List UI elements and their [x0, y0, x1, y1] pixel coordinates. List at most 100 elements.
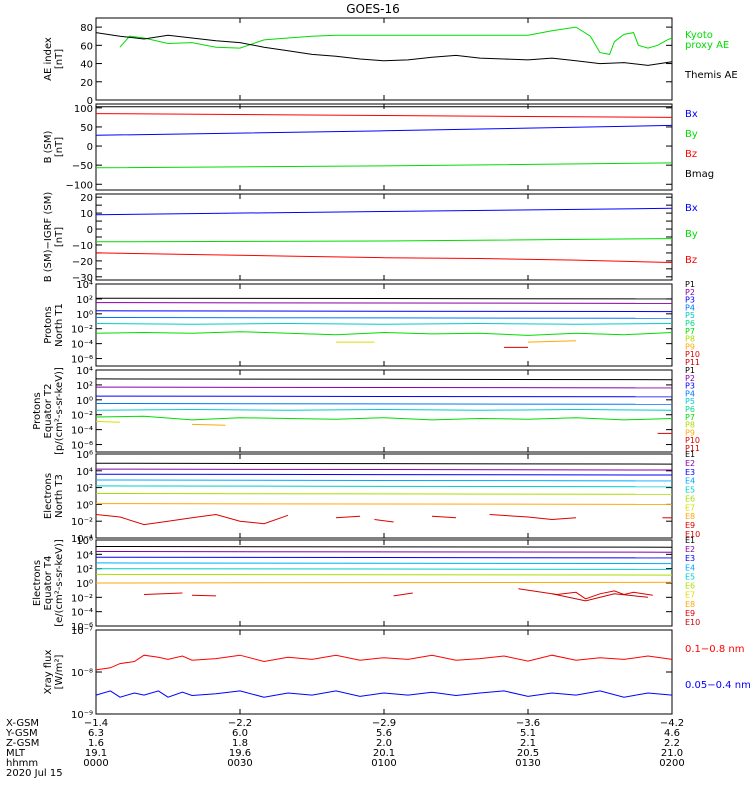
panel-frame [95, 17, 673, 101]
y-tick-label: 0 [87, 96, 93, 107]
legend-entry: E3 [685, 468, 695, 477]
y-tick-label: 10⁻⁸ [71, 668, 93, 679]
series-bz [95, 113, 673, 118]
ephemeris-value: 2.1 [520, 738, 536, 749]
ephemeris-value: 5.6 [376, 728, 392, 739]
legend-entry: P8 [685, 335, 695, 344]
y-tick-label: 10⁻⁶ [71, 441, 93, 452]
y-tick-label: 10⁻⁴ [71, 426, 93, 437]
series-e1 [95, 462, 673, 465]
series-e9e [489, 514, 577, 521]
series-e4 [95, 562, 673, 565]
series-p3 [95, 310, 673, 313]
legend-entry: Themis AE [684, 70, 738, 81]
y-tick-label: 10⁻² [71, 325, 93, 336]
legend-entry: E6 [685, 494, 695, 503]
y-tick-label: 10⁻⁷ [71, 626, 93, 637]
y-axis-label: Protons [43, 306, 54, 343]
y-tick-label: −30 [72, 273, 93, 284]
y-tick-label: 10⁻² [71, 411, 93, 422]
series-e5 [95, 568, 673, 570]
series-p1 [95, 378, 673, 381]
legend-entry: P5 [685, 311, 695, 320]
y-tick-label: 10⁻⁹ [71, 710, 93, 721]
series-e3 [95, 473, 673, 476]
y-axis-label: B (SM)−IGRF (SM) [43, 192, 54, 283]
y-tick-label: −10 [72, 241, 93, 252]
legend-entry: P2 [685, 374, 695, 383]
series-bx [95, 207, 673, 216]
ephemeris-value: 0130 [515, 758, 541, 769]
y-axis-label: Equator T2 [43, 384, 54, 439]
legend-entry: proxy AE [685, 40, 729, 51]
legend-entry: E2 [685, 459, 695, 468]
y-tick-label: 10⁻² [71, 517, 93, 528]
panel-frame [95, 193, 673, 281]
series-p4 [95, 317, 673, 319]
y-tick-label: 20 [80, 193, 93, 204]
y-tick-label: −100 [66, 180, 93, 191]
legend-entry: 0.1−0.8 nm [685, 644, 744, 655]
y-tick-label: 10⁰ [76, 500, 93, 511]
y-tick-label: 10⁰ [76, 579, 93, 590]
ephemeris-value: −3.6 [515, 718, 541, 729]
y-axis-label: North T1 [54, 303, 65, 347]
panel-frame [95, 629, 673, 715]
series-p2 [95, 302, 673, 304]
legend-entry: P5 [685, 397, 695, 406]
y-tick-label: 10⁻⁴ [71, 608, 93, 619]
panel-frame [95, 453, 673, 539]
ephemeris-value: 4.6 [664, 728, 680, 739]
y-tick-label: 10 [80, 209, 93, 220]
series-p9 [191, 423, 226, 426]
legend-entry: P10 [685, 350, 700, 359]
legend-entry: Bx [685, 109, 698, 120]
y-tick-label: 10⁻⁶ [71, 355, 93, 366]
y-axis-label: [p/(cm²-s-sr-keV)] [54, 367, 65, 455]
series-by [95, 162, 673, 169]
series-e9d [431, 515, 457, 519]
legend-entry: P9 [685, 342, 695, 351]
ephemeris-value: 0030 [227, 758, 253, 769]
y-tick-label: 10⁰ [76, 396, 93, 407]
series-e9a [143, 592, 183, 595]
legend-entry: E1 [685, 450, 695, 459]
legend-entry: P8 [685, 421, 695, 430]
legend-entry: E8 [685, 600, 695, 609]
legend-entry: By [685, 129, 698, 140]
legend-entry: P1 [685, 366, 695, 375]
legend-entry: P2 [685, 288, 695, 297]
legend-entry: E6 [685, 582, 695, 591]
y-axis-label: [nT] [54, 227, 65, 247]
ephemeris-value: 6.3 [88, 728, 104, 739]
y-tick-label: 10⁰ [76, 310, 93, 321]
legend-entry: P4 [685, 389, 695, 398]
legend-entry: P6 [685, 319, 695, 328]
ephemeris-value: −1.4 [83, 718, 109, 729]
legend-entry: P1 [685, 280, 695, 289]
y-tick-label: 10² [76, 484, 93, 495]
legend-entry: E5 [685, 572, 695, 581]
legend-entry: P6 [685, 405, 695, 414]
ephemeris-value: −2.2 [227, 718, 253, 729]
y-axis-label: Electrons [43, 473, 54, 519]
ephemeris-value: −4.2 [659, 718, 685, 729]
legend-entry: P11 [685, 444, 700, 453]
y-axis-label: B (SM) [43, 130, 54, 163]
y-tick-label: 10⁻² [71, 593, 93, 604]
y-tick-label: −20 [72, 257, 93, 268]
y-tick-label: 10² [76, 565, 93, 576]
y-tick-label: 10⁶ [76, 536, 93, 547]
ephemeris-value: 19.6 [228, 748, 252, 759]
series-p7 [95, 415, 673, 421]
series-kyoto-proxy-ae [119, 26, 673, 55]
series-p1 [95, 297, 673, 300]
series-0-05-0-4-nm [95, 690, 673, 698]
y-tick-label: 0 [87, 142, 93, 153]
ephemeris-value: 6.0 [232, 728, 248, 739]
legend-entry: E9 [685, 521, 695, 530]
series-bz [95, 252, 673, 263]
y-tick-label: 10⁴ [76, 550, 93, 561]
legend-entry: E2 [685, 545, 695, 554]
